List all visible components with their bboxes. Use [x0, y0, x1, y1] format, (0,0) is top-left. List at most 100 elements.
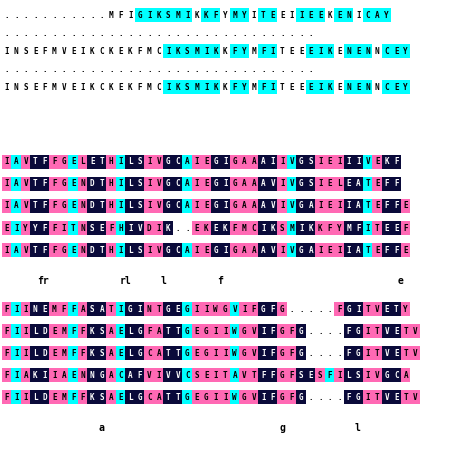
Bar [135, 324, 145, 338]
Text: .: . [109, 64, 114, 73]
Bar [316, 368, 325, 382]
Bar [382, 8, 392, 22]
Text: .: . [109, 28, 114, 37]
Text: S: S [100, 348, 104, 357]
Bar [40, 302, 49, 316]
Text: A: A [23, 371, 28, 380]
Bar [392, 243, 401, 257]
Bar [30, 243, 40, 257]
Text: C: C [147, 392, 152, 401]
Text: N: N [90, 371, 94, 380]
Text: V: V [384, 327, 389, 336]
Bar [287, 390, 297, 404]
Bar [11, 155, 21, 169]
Bar [363, 177, 373, 191]
Bar [277, 324, 287, 338]
Text: .: . [33, 28, 37, 37]
Text: M: M [194, 46, 199, 55]
Text: M: M [52, 82, 56, 91]
Bar [164, 80, 173, 94]
Text: F: F [118, 10, 123, 19]
Bar [220, 390, 230, 404]
Text: T: T [175, 327, 180, 336]
Bar [258, 44, 268, 58]
Text: F: F [251, 304, 256, 313]
Bar [382, 155, 392, 169]
Bar [116, 243, 126, 257]
Bar [392, 199, 401, 213]
Text: V: V [384, 348, 389, 357]
Bar [201, 155, 211, 169]
Text: T: T [100, 201, 104, 210]
Bar [268, 346, 277, 360]
Bar [135, 221, 145, 235]
Text: S: S [90, 224, 94, 233]
Text: G: G [280, 304, 284, 313]
Bar [220, 155, 230, 169]
Bar [59, 243, 69, 257]
Text: G: G [299, 392, 303, 401]
Text: E: E [204, 180, 209, 189]
Text: I: I [166, 82, 171, 91]
Text: G: G [204, 392, 209, 401]
Bar [268, 302, 277, 316]
Text: F: F [43, 180, 47, 189]
Text: G: G [137, 327, 142, 336]
Bar [230, 44, 239, 58]
Text: K: K [223, 82, 228, 91]
Text: E: E [204, 157, 209, 166]
Bar [59, 368, 69, 382]
Text: F: F [213, 10, 218, 19]
Bar [344, 390, 354, 404]
Bar [2, 243, 11, 257]
Bar [297, 324, 306, 338]
Text: I: I [223, 246, 228, 255]
Text: M: M [194, 82, 199, 91]
Bar [154, 324, 164, 338]
Text: G: G [242, 392, 246, 401]
Text: I: I [251, 10, 256, 19]
Bar [306, 155, 316, 169]
Text: F: F [356, 224, 361, 233]
Text: f: f [218, 276, 223, 286]
Bar [107, 243, 116, 257]
Text: I: I [223, 157, 228, 166]
Text: K: K [213, 46, 218, 55]
Text: E: E [71, 180, 75, 189]
Bar [173, 324, 182, 338]
Text: I: I [299, 224, 303, 233]
Bar [97, 199, 107, 213]
Bar [297, 199, 306, 213]
Text: C: C [147, 348, 152, 357]
Bar [373, 324, 382, 338]
Text: F: F [232, 46, 237, 55]
Bar [107, 368, 116, 382]
Bar [363, 199, 373, 213]
Text: g: g [279, 423, 285, 433]
Text: T: T [33, 246, 37, 255]
Text: I: I [156, 224, 161, 233]
Text: E: E [394, 82, 399, 91]
Bar [88, 177, 97, 191]
Bar [335, 155, 344, 169]
Text: I: I [280, 246, 284, 255]
Bar [107, 155, 116, 169]
Text: I: I [213, 392, 218, 401]
Text: H: H [109, 157, 114, 166]
Text: V: V [384, 392, 389, 401]
Bar [145, 177, 154, 191]
Text: .: . [280, 64, 284, 73]
Text: F: F [43, 246, 47, 255]
Text: E: E [403, 246, 408, 255]
Text: .: . [43, 64, 47, 73]
Text: .: . [52, 10, 56, 19]
Text: A: A [261, 201, 265, 210]
Text: Y: Y [242, 82, 246, 91]
Bar [287, 177, 297, 191]
Text: T: T [175, 392, 180, 401]
Bar [211, 302, 220, 316]
Text: T: T [33, 157, 37, 166]
Text: L: L [128, 180, 133, 189]
Bar [154, 243, 164, 257]
Text: I: I [318, 46, 323, 55]
